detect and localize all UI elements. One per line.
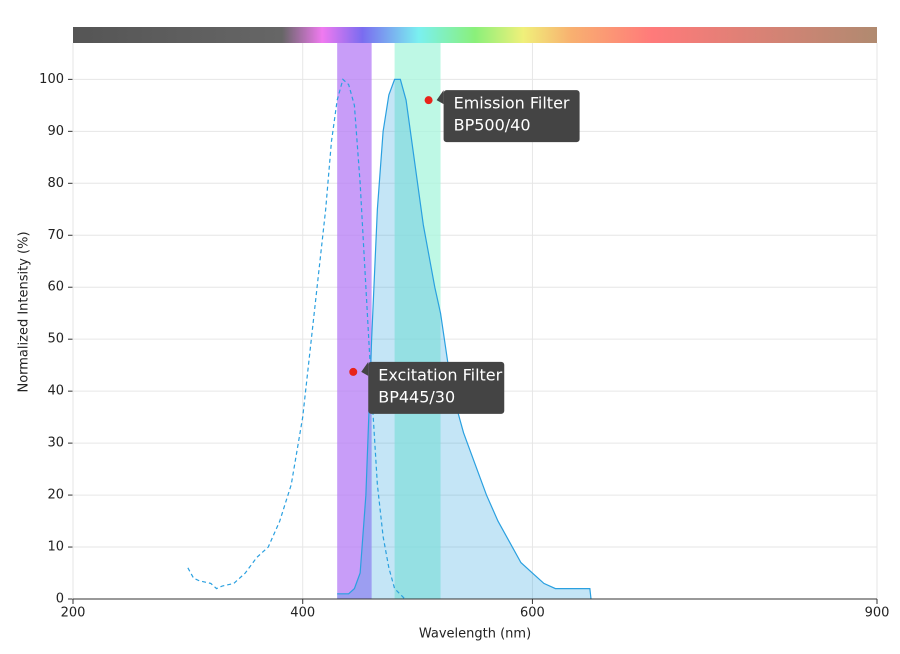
x-axis-label: Wavelength (nm) [419, 627, 531, 642]
emission-area [337, 79, 592, 599]
annotation-text: BP445/30 [378, 387, 455, 406]
annotation-box [368, 361, 505, 414]
annotation-text: Excitation Filter [378, 365, 502, 384]
annotation-box [436, 90, 444, 105]
y-tick-label: 50 [47, 332, 64, 347]
annotation-text: Emission Filter [454, 94, 570, 113]
x-tick-label: 900 [865, 606, 890, 621]
annotation-text: BP500/40 [454, 116, 531, 135]
filter-band [337, 43, 372, 599]
y-tick-label: 30 [47, 436, 64, 451]
x-tick-label: 200 [61, 606, 86, 621]
y-tick-label: 100 [39, 72, 64, 87]
annotation-box [443, 90, 580, 143]
y-axis-label: Normalized Intensity (%) [17, 231, 32, 392]
x-tick-label: 400 [290, 606, 315, 621]
annotation-dot [424, 96, 433, 105]
spectrum-bar [73, 27, 877, 43]
x-tick-label: 600 [520, 606, 545, 621]
y-tick-label: 0 [56, 592, 64, 607]
y-tick-label: 80 [47, 176, 64, 191]
filter-band [394, 43, 441, 599]
y-tick-label: 90 [47, 124, 64, 139]
annotation-box [361, 361, 369, 376]
y-tick-label: 40 [47, 384, 64, 399]
y-tick-label: 10 [47, 540, 64, 555]
y-tick-label: 60 [47, 280, 64, 295]
y-tick-label: 70 [47, 228, 64, 243]
y-tick-label: 20 [47, 488, 64, 503]
annotation-dot [349, 367, 358, 376]
